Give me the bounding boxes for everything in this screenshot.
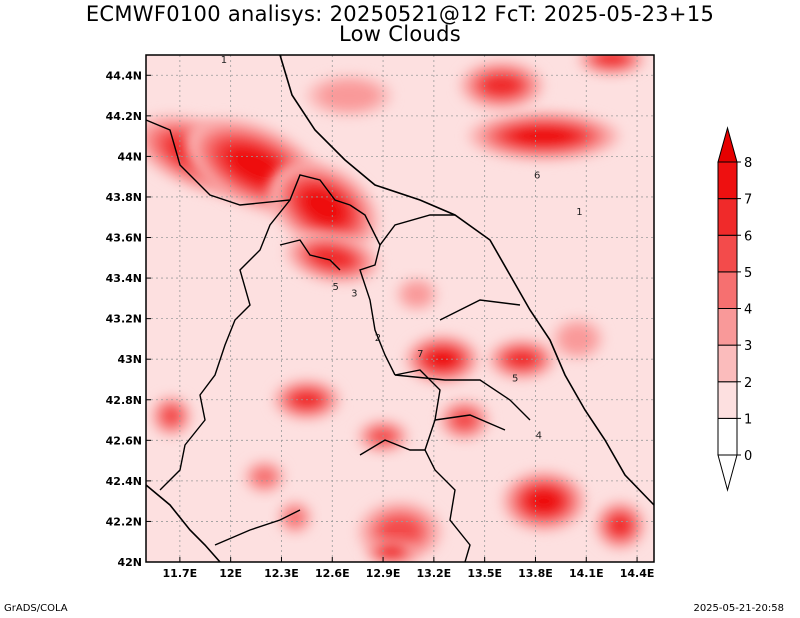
- cloud-ring: [596, 55, 627, 67]
- cloud-ring: [527, 489, 561, 514]
- x-tick-label: 14.4E: [620, 567, 655, 580]
- contour-label: 6: [534, 171, 540, 182]
- contour-label: 1: [221, 55, 227, 66]
- y-tick-label: 43.2N: [106, 313, 142, 326]
- cloud-ring: [402, 282, 432, 306]
- colorbar-label: 2: [744, 376, 752, 391]
- cloud-cell-12: [438, 399, 490, 441]
- contour-label: 2: [375, 333, 381, 344]
- map-title: ECMWF0100 analisys: 20250521@12 FcT: 202…: [85, 2, 715, 26]
- x-tick-label: 12.6E: [315, 567, 350, 580]
- cloud-ring: [318, 81, 380, 111]
- cloud-ring: [451, 410, 477, 430]
- x-tick-label: 13.2E: [417, 567, 452, 580]
- cloud-cell-17: [366, 539, 417, 562]
- contour-label: 5: [332, 282, 338, 293]
- cloud-field: [146, 55, 654, 562]
- colorbar-label: 5: [744, 266, 752, 281]
- y-tick-label: 42.8N: [106, 394, 142, 407]
- plot-frame: [145, 54, 655, 563]
- colorbar-min-arrow: [717, 454, 738, 492]
- cloud-cell-5: [459, 61, 544, 110]
- colorbar-label: 3: [744, 339, 752, 354]
- contour-label: 7: [417, 349, 423, 360]
- x-tick-label: 12E: [219, 567, 242, 580]
- cloud-ring: [311, 246, 353, 269]
- coastline: [145, 54, 655, 563]
- colorbar-max-arrow: [717, 126, 738, 163]
- x-tick-label: 14.1E: [569, 567, 604, 580]
- cloud-cell-20: [396, 278, 438, 311]
- cloud-cell-13: [501, 470, 587, 532]
- cloud-ring: [302, 189, 346, 226]
- x-tick-label: 12.3E: [264, 567, 299, 580]
- cloud-cell-7: [306, 75, 392, 116]
- cloud-cell-6: [577, 55, 646, 76]
- colorbar-segment: [717, 271, 738, 309]
- y-tick-label: 42.6N: [106, 434, 142, 447]
- y-tick-label: 42.4N: [106, 475, 142, 488]
- map-subtitle: Low Clouds: [339, 22, 461, 46]
- contour-labels: 1 1 6 5 3 2 7 5 4: [221, 55, 583, 441]
- colorbar-label: 4: [744, 303, 752, 318]
- y-tick-label: 44N: [117, 150, 142, 163]
- cloud-cells: [146, 55, 646, 562]
- y-tick-label: 43.4N: [106, 272, 142, 285]
- cloud-cell-14: [594, 501, 646, 550]
- colorbar-segment: [717, 234, 738, 273]
- y-tick-label: 44.2N: [106, 110, 142, 123]
- cloud-cell-4: [467, 111, 621, 161]
- footer-credit: GrADS/COLA: [4, 603, 68, 614]
- cloud-ring: [559, 324, 597, 354]
- contour-label: 5: [512, 374, 518, 385]
- colorbar-segment: [717, 344, 738, 383]
- y-tick-label: 42N: [117, 556, 142, 569]
- cloud-ring: [379, 516, 421, 547]
- cloud-ring: [513, 126, 574, 146]
- colorbar-legend: 0 1 2 3 4 5 6 7 8: [717, 126, 752, 492]
- cloud-cell-19: [244, 460, 285, 494]
- colorbar-segment: [717, 381, 738, 419]
- cloud-cell-11: [151, 395, 192, 437]
- y-tick-label: 43.8N: [106, 191, 142, 204]
- cloud-ring: [161, 406, 182, 426]
- axes: 11.7E 12E 12.3E 12.6E 12.9E 13.2E 13.5E 13.8E 14…: [106, 69, 655, 580]
- colorbar-segment: [717, 198, 738, 236]
- cloud-ring: [483, 74, 520, 96]
- contour-label: 4: [536, 430, 542, 441]
- cloud-ring: [252, 467, 277, 487]
- footer-timestamp: 2025-05-21-20:58: [693, 603, 784, 614]
- x-tick-label: 12.9E: [366, 567, 401, 580]
- y-tick-label: 43N: [117, 353, 142, 366]
- cloud-cell-18: [278, 501, 312, 534]
- region-boundaries: [145, 119, 531, 563]
- x-tick-label: 13.5E: [467, 567, 502, 580]
- cloud-ring: [228, 147, 285, 186]
- colorbar-label: 7: [744, 193, 752, 208]
- colorbar-label: 1: [744, 412, 752, 427]
- y-tick-label: 44.4N: [106, 69, 142, 82]
- cloud-cell-21: [552, 318, 604, 360]
- cloud-ring: [609, 514, 632, 537]
- colorbar-label: 0: [744, 449, 752, 464]
- cloud-cell-3: [285, 232, 380, 284]
- contour-label: 3: [351, 288, 357, 299]
- x-tick-label: 11.7E: [163, 567, 198, 580]
- colorbar-label: 8: [744, 156, 752, 171]
- colorbar-segment: [717, 308, 738, 346]
- y-tick-label: 42.2N: [106, 515, 142, 528]
- x-tick-label: 13.8E: [518, 567, 553, 580]
- colorbar-segment: [717, 161, 738, 200]
- y-tick-label: 43.6N: [106, 232, 142, 245]
- colorbar-segment: [717, 417, 738, 456]
- contour-label: 1: [576, 207, 582, 218]
- colorbar-label: 6: [744, 229, 752, 244]
- cloud-ring: [285, 508, 305, 527]
- cloud-ring: [381, 547, 402, 557]
